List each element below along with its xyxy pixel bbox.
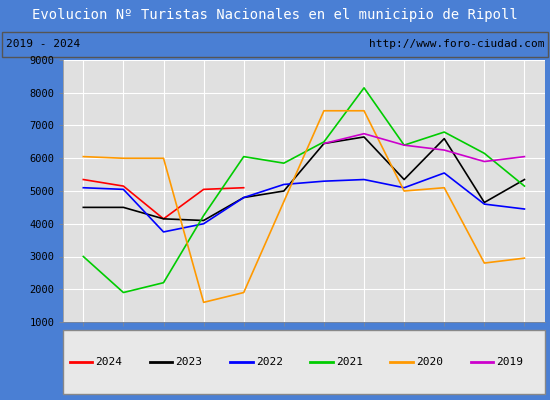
FancyBboxPatch shape [63,330,544,394]
Text: Evolucion Nº Turistas Nacionales en el municipio de Ripoll: Evolucion Nº Turistas Nacionales en el m… [32,8,518,22]
Text: 2019: 2019 [496,357,524,367]
Text: 2022: 2022 [256,357,283,367]
Text: 2020: 2020 [416,357,443,367]
Text: 2023: 2023 [175,357,202,367]
Text: 2021: 2021 [336,357,363,367]
Text: 2024: 2024 [95,357,122,367]
Text: 2019 - 2024: 2019 - 2024 [6,39,80,49]
Text: http://www.foro-ciudad.com: http://www.foro-ciudad.com [369,39,544,49]
